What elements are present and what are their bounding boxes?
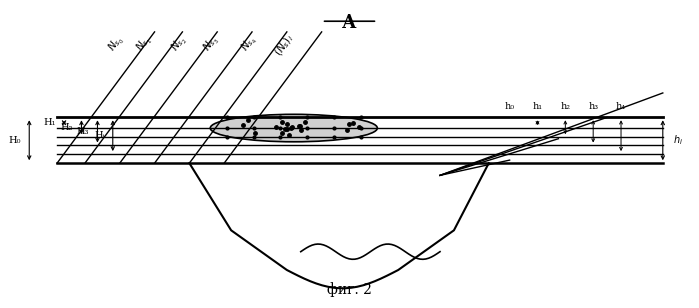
Text: $h_i$: $h_i$ — [673, 133, 683, 147]
Text: $N_{s_2}$: $N_{s_2}$ — [169, 33, 191, 55]
Text: Hᵢ: Hᵢ — [94, 131, 104, 140]
Text: $N_{s_0}$: $N_{s_0}$ — [106, 33, 128, 55]
Text: $(N_s)_i$: $(N_s)_i$ — [273, 31, 297, 59]
Text: H₁: H₁ — [43, 118, 56, 127]
Text: h₂: h₂ — [561, 102, 570, 111]
Text: h₁: h₁ — [533, 102, 542, 111]
Text: $N_{s_3}$: $N_{s_3}$ — [200, 33, 222, 55]
Text: H₂: H₂ — [61, 123, 73, 132]
Text: H₃: H₃ — [77, 127, 89, 136]
Text: h₀: h₀ — [505, 102, 514, 111]
Text: фиг. 2: фиг. 2 — [327, 282, 372, 298]
Ellipse shape — [210, 114, 377, 142]
Text: А: А — [343, 14, 356, 32]
Text: H₀: H₀ — [8, 136, 21, 145]
Text: $N_{s_4}$: $N_{s_4}$ — [238, 33, 260, 55]
Text: $N_{s_1}$: $N_{s_1}$ — [134, 33, 156, 55]
Text: h₃: h₃ — [588, 102, 598, 111]
Text: h₄: h₄ — [616, 102, 626, 111]
